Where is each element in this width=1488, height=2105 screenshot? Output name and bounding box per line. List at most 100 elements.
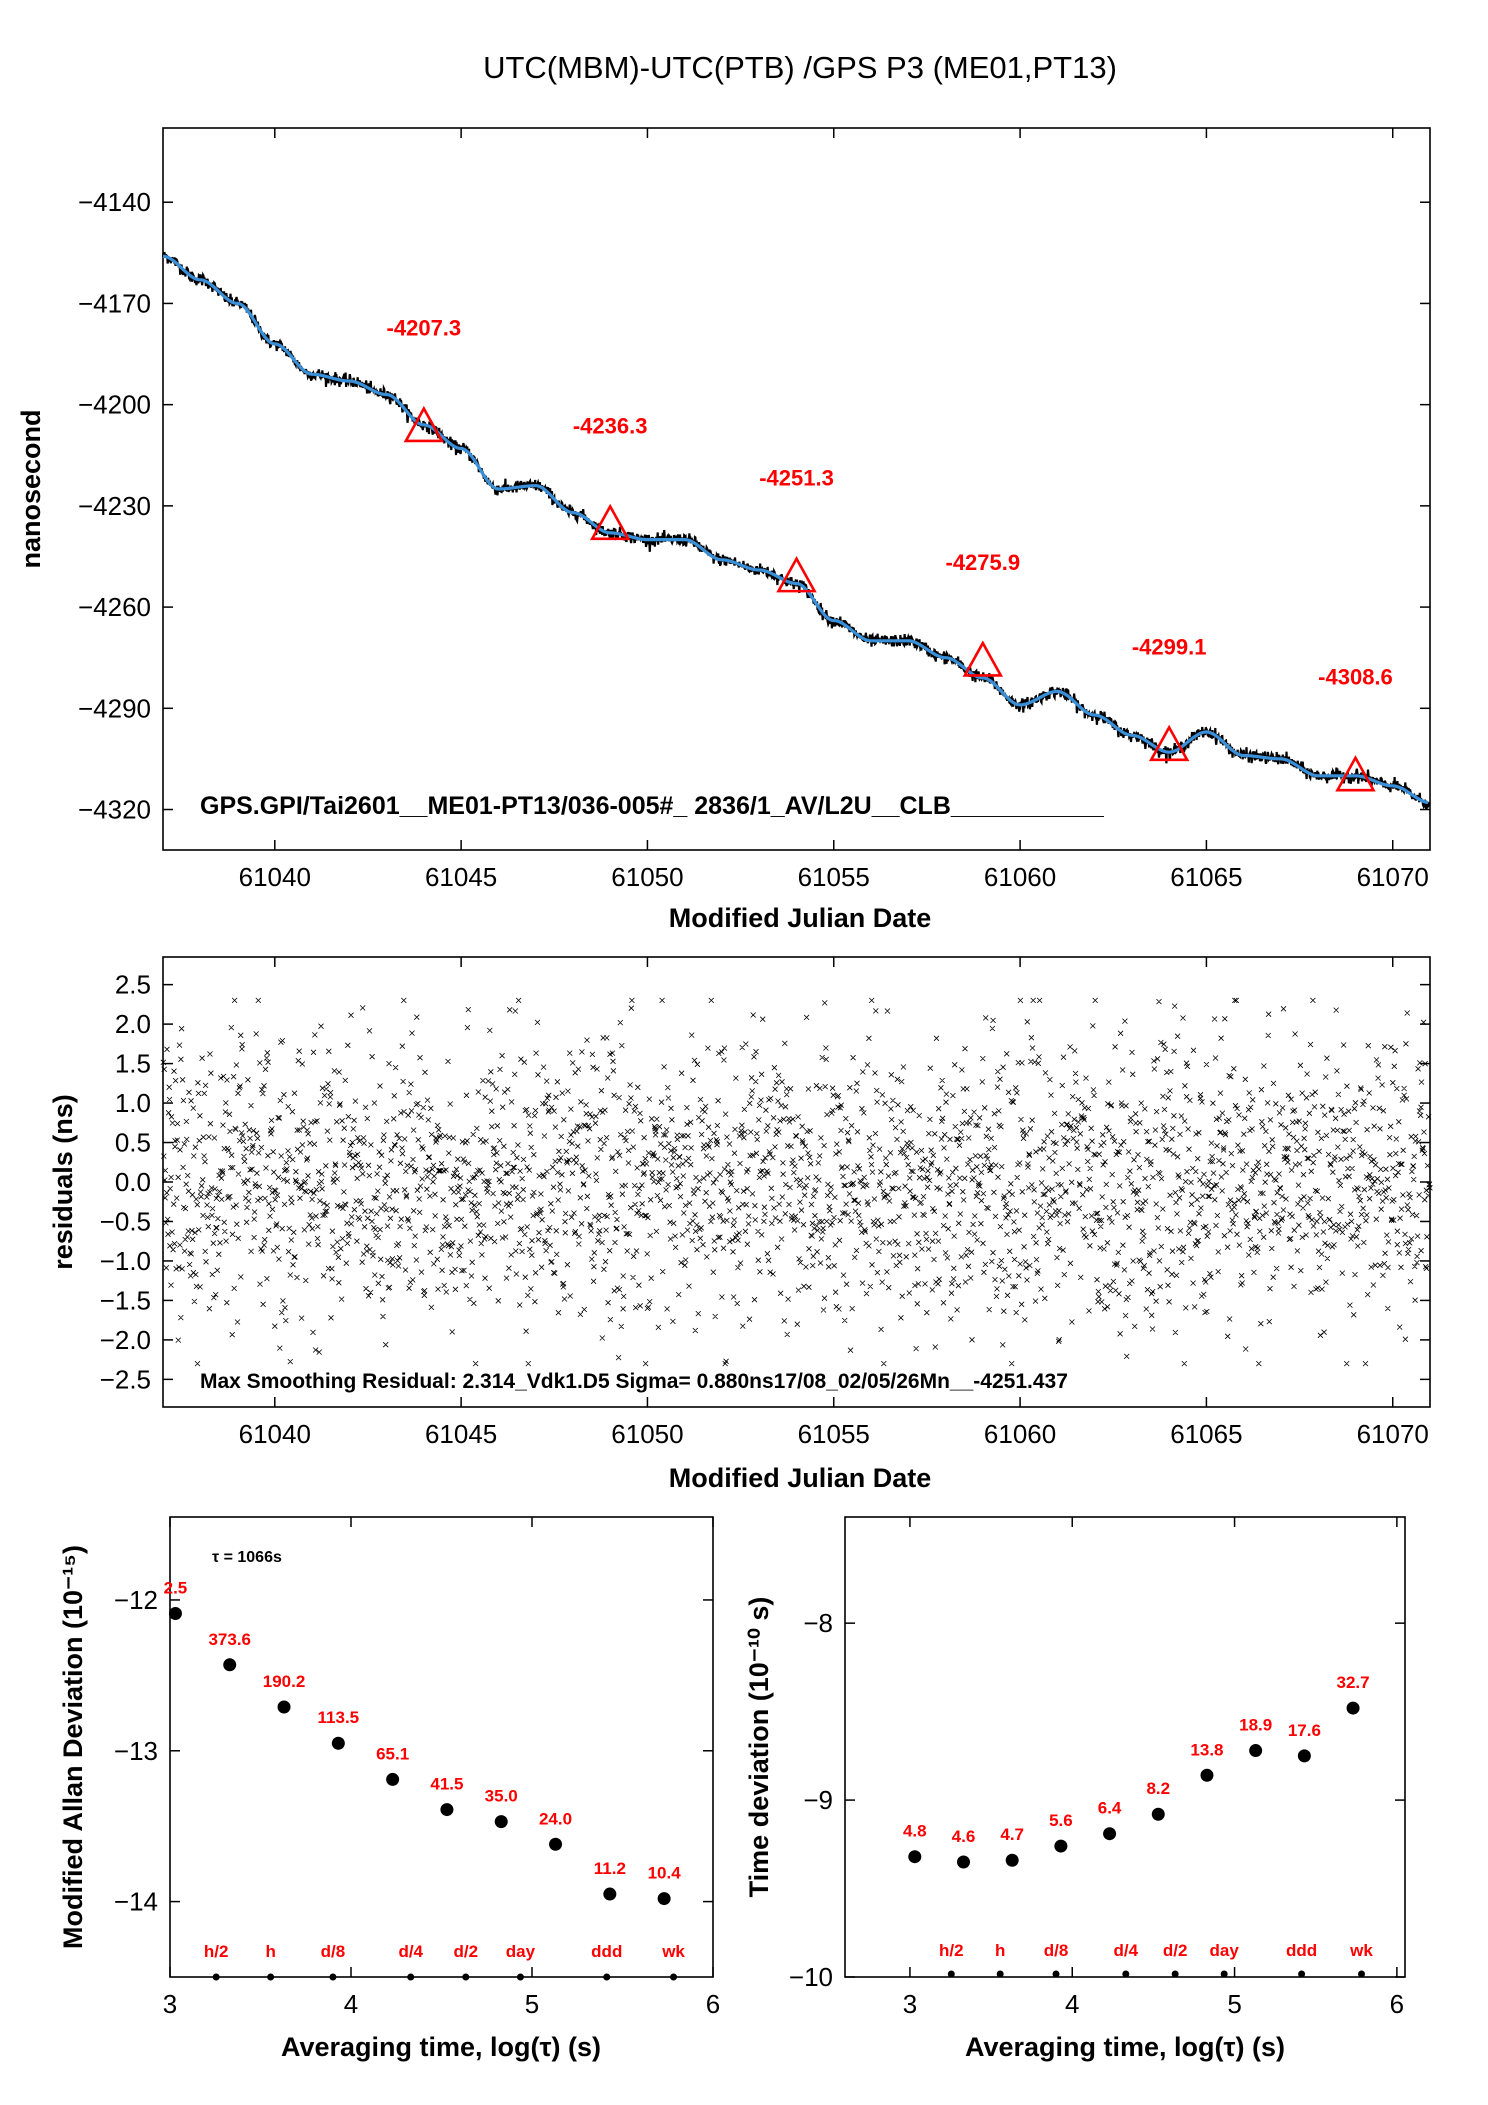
ref-mark-label: h/2 xyxy=(204,1942,229,1961)
panel-2-ylabel: residuals (ns) xyxy=(48,1094,78,1270)
y-tick-label: −10 xyxy=(789,1962,833,1992)
panel-1-ylabel: nanosecond xyxy=(16,409,46,568)
point-label: 373.6 xyxy=(208,1630,251,1649)
tau-note: τ = 1066s xyxy=(212,1549,282,1566)
point-label: 190.2 xyxy=(263,1672,306,1691)
point-label: 17.6 xyxy=(1288,1721,1321,1740)
ref-mark-label: day xyxy=(506,1942,536,1961)
ref-mark-label: ddd xyxy=(1286,1941,1317,1960)
panel-3-ticks: 3 4 5 6 −12 −13 −14 xyxy=(114,1517,720,2019)
data-point xyxy=(1151,1807,1165,1821)
data-point xyxy=(908,1850,922,1864)
x-tick-label: 61070 xyxy=(1357,1419,1429,1449)
marker-triangle xyxy=(403,405,445,443)
point-label: 35.0 xyxy=(485,1787,518,1806)
panel-2-footer: Max Smoothing Residual: 2.314_Vdk1.D5 Si… xyxy=(200,1370,1068,1393)
marker-label: -4299.1 xyxy=(1132,634,1207,659)
y-tick-label: 0.5 xyxy=(115,1128,151,1158)
ref-mark xyxy=(267,1973,275,1981)
x-tick-label: 61065 xyxy=(1170,862,1242,892)
marker-triangle xyxy=(1335,755,1376,792)
ref-mark xyxy=(1122,1970,1130,1978)
point-label: 41.5 xyxy=(430,1775,463,1794)
x-tick-label: 3 xyxy=(163,1989,177,2019)
y-tick-label: −4320 xyxy=(78,795,151,825)
panel-allan-deviation: 3 4 5 6 −12 −13 −14 2.5 373.6 190.2 113.5 65.1 41.5… xyxy=(58,1516,720,2062)
point-label: 10.4 xyxy=(648,1864,682,1883)
data-point xyxy=(657,1892,671,1906)
point-label: 2.5 xyxy=(164,1579,188,1598)
y-tick-label: −4260 xyxy=(78,592,151,622)
x-tick-label: 6 xyxy=(706,1989,720,2019)
y-tick-label: 2.0 xyxy=(115,1009,151,1039)
ref-mark-label: wk xyxy=(1349,1941,1373,1960)
residual-points xyxy=(160,997,1433,1367)
point-label: 11.2 xyxy=(594,1859,626,1878)
ref-mark xyxy=(996,1970,1004,1978)
x-tick-label: 5 xyxy=(525,1989,539,2019)
ref-mark xyxy=(407,1973,415,1981)
x-tick-label: 61060 xyxy=(984,862,1056,892)
x-tick-label: 61040 xyxy=(239,862,311,892)
data-point xyxy=(386,1772,400,1786)
point-label: 13.8 xyxy=(1190,1740,1223,1759)
panel-1-xlabel: Modified Julian Date xyxy=(669,903,932,933)
marker-triangle xyxy=(962,640,1004,677)
ref-mark xyxy=(603,1973,611,1981)
panel-1-ticks: 61040 61045 61050 61055 61060 61065 61070 −4140… xyxy=(78,128,1430,892)
panel-1-frame xyxy=(162,127,1431,851)
marker-label: -4207.3 xyxy=(387,315,462,340)
y-tick-label: −4170 xyxy=(78,288,151,318)
ref-mark-label: d/8 xyxy=(321,1942,346,1961)
ref-mark xyxy=(516,1973,524,1981)
x-tick-label: 61065 xyxy=(1170,1419,1242,1449)
x-tick-label: 61050 xyxy=(611,1419,683,1449)
x-tick-label: 61045 xyxy=(425,1419,497,1449)
x-tick-label: 5 xyxy=(1227,1989,1241,2019)
data-point xyxy=(494,1815,508,1829)
x-tick-label: 6 xyxy=(1390,1989,1404,2019)
fit-line xyxy=(162,254,1429,805)
data-point xyxy=(1297,1749,1311,1763)
point-label: 5.6 xyxy=(1049,1811,1073,1830)
ref-mark xyxy=(212,1973,220,1981)
ref-mark-label: day xyxy=(1210,1941,1240,1960)
marker-triangle xyxy=(589,503,631,541)
y-tick-label: −14 xyxy=(114,1887,158,1917)
data-point xyxy=(277,1700,291,1714)
ref-mark xyxy=(1052,1970,1060,1978)
point-label: 24.0 xyxy=(539,1809,572,1828)
y-tick-label: −9 xyxy=(803,1785,833,1815)
point-label: 8.2 xyxy=(1146,1779,1170,1798)
data-point xyxy=(168,1607,182,1621)
ref-mark xyxy=(670,1973,678,1981)
data-point xyxy=(1200,1768,1214,1782)
panel-time-deviation: 3 4 5 6 −8 −9 −10 4.8 4.6 4.7 5.6 6.4 8.2 13.8 18.9 17… xyxy=(744,1516,1406,2062)
ref-mark-label: d/2 xyxy=(453,1942,478,1961)
y-tick-label: −0.5 xyxy=(100,1206,151,1236)
panel-1-trend xyxy=(161,251,1431,810)
x-tick-label: 61070 xyxy=(1357,862,1429,892)
marker-label: -4308.6 xyxy=(1318,665,1393,690)
ref-mark xyxy=(329,1973,337,1981)
y-tick-label: −1.5 xyxy=(100,1285,151,1315)
ref-mark xyxy=(1357,1970,1365,1978)
y-tick-label: −8 xyxy=(803,1608,833,1638)
panel-4-ylabel: Time deviation (10⁻¹⁰ s) xyxy=(744,1597,774,1898)
ref-mark xyxy=(1220,1970,1228,1978)
panel-3-frame xyxy=(169,1516,714,1978)
panel-3-xlabel: Averaging time, log(τ) (s) xyxy=(281,2032,601,2062)
ref-mark-label: ddd xyxy=(591,1942,622,1961)
ref-mark xyxy=(1171,1970,1179,1978)
panel-4-points: 4.8 4.6 4.7 5.6 6.4 8.2 13.8 18.9 17.6 32.7 h/2 h d/… xyxy=(903,1673,1373,1978)
y-tick-label: 0.0 xyxy=(115,1167,151,1197)
x-tick-label: 4 xyxy=(344,1989,358,2019)
y-tick-label: −4290 xyxy=(78,693,151,723)
data-point xyxy=(956,1855,970,1869)
y-tick-label: 2.5 xyxy=(115,970,151,1000)
ref-mark-label: h/2 xyxy=(939,1941,964,1960)
panel-2-ticks: 61040 61045 61050 61055 61060 61065 61070 2.5 2.… xyxy=(100,957,1430,1449)
marker-triangle xyxy=(776,556,817,593)
